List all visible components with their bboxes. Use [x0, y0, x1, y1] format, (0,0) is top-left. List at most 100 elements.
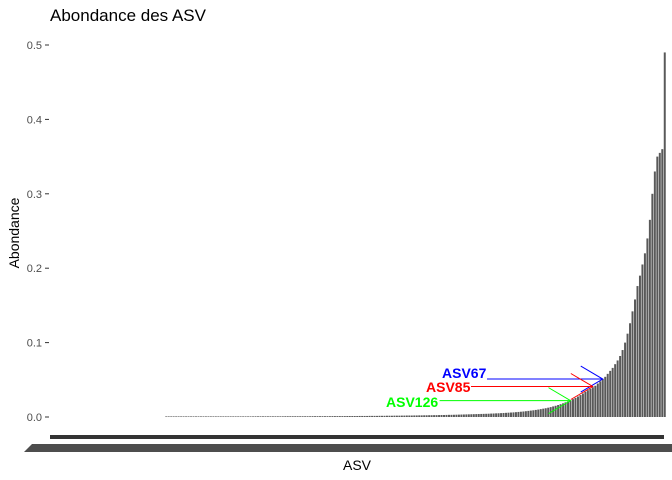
bar	[361, 415, 364, 417]
bar	[544, 408, 547, 417]
y-tick-label: 0.0	[27, 412, 42, 424]
bar	[420, 415, 423, 417]
bar	[492, 413, 495, 417]
bar	[527, 410, 530, 417]
bar	[567, 401, 570, 417]
bar	[624, 342, 627, 417]
annotation-label-asv126: ASV126	[386, 394, 438, 410]
bar	[606, 373, 609, 417]
bar	[239, 416, 242, 418]
bar	[500, 413, 503, 417]
bar	[487, 413, 490, 417]
bar	[656, 156, 659, 417]
bar	[237, 416, 240, 418]
bar	[495, 413, 498, 417]
bar	[554, 405, 557, 417]
bar	[319, 416, 322, 417]
bar	[460, 414, 463, 417]
bar	[581, 393, 584, 417]
bar	[356, 416, 359, 417]
bar	[450, 414, 453, 417]
bar	[214, 416, 217, 418]
bar	[579, 395, 582, 417]
bar	[195, 416, 197, 418]
bar	[291, 416, 294, 417]
bar	[321, 416, 324, 417]
bar	[559, 404, 562, 417]
bar	[366, 415, 369, 417]
bar	[430, 415, 433, 417]
bar	[572, 399, 574, 417]
bar	[539, 409, 542, 417]
bar	[252, 416, 255, 418]
bar	[455, 414, 458, 417]
bar	[381, 415, 384, 417]
bar	[646, 238, 649, 417]
bar	[323, 416, 326, 417]
bar	[490, 413, 493, 417]
bar	[643, 253, 646, 417]
annotation-label-asv67: ASV67	[442, 365, 487, 381]
bar	[383, 415, 386, 417]
bar	[661, 149, 664, 417]
bar	[507, 412, 510, 417]
bar	[457, 414, 460, 417]
bar	[619, 355, 622, 417]
bar	[452, 414, 455, 417]
bar	[393, 415, 396, 417]
bar	[470, 414, 473, 417]
bar	[281, 416, 284, 417]
bar	[534, 409, 537, 417]
chart-title: Abondance des ASV	[50, 6, 207, 25]
bar	[209, 416, 212, 418]
bar	[331, 416, 334, 417]
bar	[629, 323, 632, 417]
bar	[433, 415, 436, 417]
bar	[296, 416, 299, 417]
bar	[403, 415, 406, 417]
bar	[175, 416, 178, 418]
bar	[343, 416, 346, 417]
bar	[505, 412, 508, 417]
y-tick-label: 0.3	[27, 189, 42, 201]
bar	[443, 414, 446, 417]
bar	[438, 415, 441, 417]
bar	[279, 416, 282, 417]
bar	[199, 416, 202, 418]
bar	[182, 416, 185, 418]
bar	[616, 360, 619, 417]
bar	[170, 416, 173, 418]
y-axis: 0.0 0.1 0.2 0.3 0.4 0.5	[27, 40, 49, 424]
x-axis-base	[24, 444, 672, 452]
bar	[648, 219, 651, 417]
bar	[180, 416, 183, 418]
bar	[435, 415, 438, 417]
bar	[589, 388, 592, 417]
y-tick-label: 0.5	[27, 40, 42, 52]
annotation-arrow-head	[570, 373, 594, 400]
bar	[428, 415, 431, 417]
bar	[405, 415, 408, 417]
bar	[509, 412, 512, 417]
bar	[497, 413, 500, 417]
bar	[524, 411, 527, 417]
bar	[557, 405, 560, 417]
bar	[472, 414, 475, 417]
bar	[445, 414, 448, 417]
bar	[289, 416, 292, 417]
bar	[462, 414, 465, 417]
bar	[485, 413, 488, 417]
bar	[542, 408, 545, 417]
bar	[408, 415, 411, 417]
bar	[234, 416, 237, 418]
bar	[309, 416, 312, 417]
bar	[418, 415, 421, 417]
bar	[562, 403, 565, 417]
bar	[363, 415, 366, 417]
bar	[187, 416, 190, 418]
bar	[636, 286, 639, 417]
bar	[552, 406, 555, 417]
bar	[626, 333, 629, 417]
bar	[326, 416, 329, 417]
